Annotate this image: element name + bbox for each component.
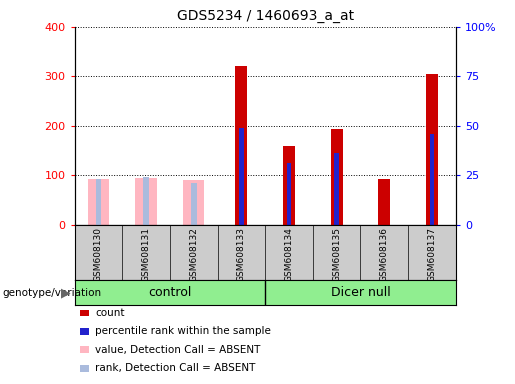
Bar	[334, 154, 339, 225]
Text: ▶: ▶	[61, 286, 71, 300]
Text: GSM608134: GSM608134	[285, 227, 294, 282]
Bar	[283, 146, 295, 225]
Text: GSM608136: GSM608136	[380, 227, 389, 282]
Bar	[135, 178, 157, 225]
Bar	[239, 128, 244, 225]
Text: GSM608137: GSM608137	[427, 227, 436, 282]
Bar	[235, 66, 247, 225]
Text: GSM608130: GSM608130	[94, 227, 103, 282]
Text: GSM608135: GSM608135	[332, 227, 341, 282]
Bar	[183, 180, 204, 225]
Text: rank, Detection Call = ABSENT: rank, Detection Call = ABSENT	[95, 363, 255, 373]
Bar	[379, 179, 390, 225]
Text: control: control	[148, 286, 192, 299]
Bar	[426, 74, 438, 225]
Bar	[191, 183, 197, 225]
Title: GDS5234 / 1460693_a_at: GDS5234 / 1460693_a_at	[177, 9, 354, 23]
Text: percentile rank within the sample: percentile rank within the sample	[95, 326, 271, 336]
Bar	[88, 179, 109, 225]
Bar	[331, 129, 342, 225]
Text: genotype/variation: genotype/variation	[3, 288, 101, 298]
Bar	[143, 177, 149, 225]
Text: count: count	[95, 308, 125, 318]
Bar	[287, 163, 291, 225]
Text: value, Detection Call = ABSENT: value, Detection Call = ABSENT	[95, 345, 261, 355]
Text: GSM608132: GSM608132	[190, 227, 198, 282]
Text: GSM608133: GSM608133	[237, 227, 246, 282]
Bar	[430, 134, 434, 225]
Text: GSM608131: GSM608131	[142, 227, 150, 282]
Bar	[96, 179, 101, 225]
Text: Dicer null: Dicer null	[331, 286, 390, 299]
